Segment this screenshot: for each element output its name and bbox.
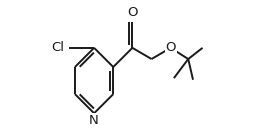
Text: O: O [165, 41, 176, 54]
Text: N: N [89, 114, 99, 127]
Text: O: O [127, 6, 138, 19]
Text: Cl: Cl [51, 41, 64, 54]
